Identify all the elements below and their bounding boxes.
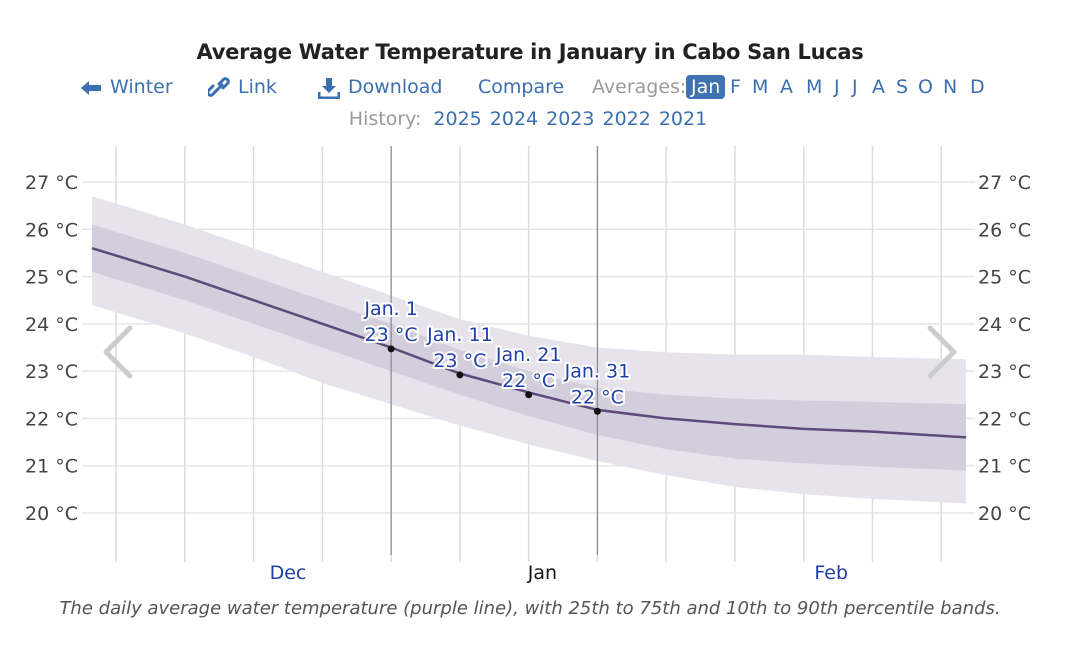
month-link-1[interactable]: F xyxy=(730,76,741,98)
y-tick-label-left: 23 °C xyxy=(25,361,78,383)
y-tick-label-right: 25 °C xyxy=(978,267,1031,289)
history-year-2024[interactable]: 2024 xyxy=(489,108,539,130)
month-link-9[interactable]: O xyxy=(918,76,933,98)
next-arrow-icon[interactable] xyxy=(927,325,957,379)
month-link-11[interactable]: D xyxy=(970,76,985,98)
download-icon xyxy=(318,77,340,99)
link-label: Link xyxy=(238,76,277,98)
arrow-left-icon xyxy=(81,80,101,95)
y-tick-label-right: 26 °C xyxy=(978,219,1031,241)
y-tick-label-right: 22 °C xyxy=(978,408,1031,430)
month-label: Feb xyxy=(814,562,848,584)
annotation-date: Jan. 1 xyxy=(363,298,417,320)
y-tick-label-right: 24 °C xyxy=(978,314,1031,336)
annotation-value: 23 °C xyxy=(365,324,418,346)
month-link-7[interactable]: A xyxy=(872,76,885,98)
history-bar: History: 2025 2024 2023 2022 2021 xyxy=(0,108,1060,130)
compare-link[interactable]: Compare xyxy=(478,76,565,98)
y-tick-label-left: 24 °C xyxy=(25,314,78,336)
link-button[interactable]: Link xyxy=(208,76,277,99)
annotation-value: 22 °C xyxy=(571,386,624,408)
prev-arrow-icon[interactable] xyxy=(103,325,133,379)
link-icon xyxy=(208,76,230,97)
history-year-2025[interactable]: 2025 xyxy=(433,108,482,130)
data-point xyxy=(593,407,601,415)
y-tick-label-right: 27 °C xyxy=(978,172,1031,194)
annotation-date: Jan. 21 xyxy=(495,344,562,366)
month-link-6[interactable]: J xyxy=(852,76,858,98)
data-point xyxy=(387,345,395,353)
page-title: Average Water Temperature in January in … xyxy=(196,40,864,64)
history-year-2023[interactable]: 2023 xyxy=(546,108,595,130)
y-tick-label-right: 23 °C xyxy=(978,361,1031,383)
y-tick-label-left: 27 °C xyxy=(25,172,78,194)
month-link-0[interactable]: Jan xyxy=(686,75,726,99)
data-point xyxy=(525,391,533,399)
y-tick-label-right: 21 °C xyxy=(978,456,1031,478)
data-point xyxy=(456,371,464,379)
y-tick-label-left: 25 °C xyxy=(25,267,78,289)
history-year-2021[interactable]: 2021 xyxy=(658,108,708,130)
month-link-5[interactable]: J xyxy=(834,76,840,98)
back-winter-link[interactable]: Winter xyxy=(80,76,173,98)
month-link-4[interactable]: M xyxy=(806,76,823,98)
y-tick-label-right: 20 °C xyxy=(978,503,1031,525)
y-tick-label-left: 21 °C xyxy=(25,456,78,478)
chart-caption: The daily average water temperature (pur… xyxy=(59,598,1001,619)
history-year-2022[interactable]: 2022 xyxy=(602,108,651,130)
back-winter-label: Winter xyxy=(110,76,173,98)
month-label: Dec xyxy=(270,562,307,584)
annotation-value: 23 °C xyxy=(433,350,486,372)
month-link-8[interactable]: S xyxy=(896,76,909,98)
annotation-date: Jan. 31 xyxy=(564,360,631,382)
history-label: History: xyxy=(348,108,422,130)
month-link-3[interactable]: A xyxy=(780,76,793,98)
month-link-10[interactable]: N xyxy=(943,76,958,98)
annotation-date: Jan. 11 xyxy=(426,324,493,346)
download-button[interactable]: Download xyxy=(318,76,442,99)
month-label: Jan xyxy=(527,562,557,584)
y-tick-label-left: 22 °C xyxy=(25,408,78,430)
band-25-75 xyxy=(92,224,966,471)
averages-label: Averages: xyxy=(592,76,687,98)
download-label: Download xyxy=(348,76,443,98)
nav-bar: Winter Link Download Compare Averages: J… xyxy=(0,75,1075,102)
month-link-2[interactable]: M xyxy=(752,76,769,98)
annotation-value: 22 °C xyxy=(502,370,555,392)
y-tick-label-left: 26 °C xyxy=(25,219,78,241)
y-tick-label-left: 20 °C xyxy=(25,503,78,525)
